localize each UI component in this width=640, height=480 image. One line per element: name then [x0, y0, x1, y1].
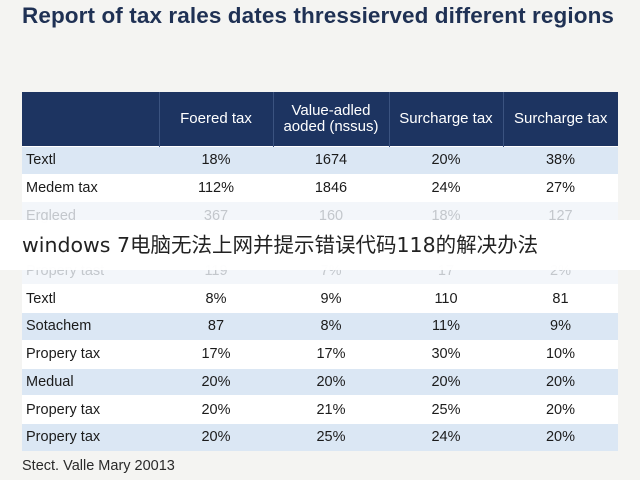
caption-overlay-text: windows 7电脑无法上网并提示错误代码118的解决办法 — [22, 233, 539, 257]
table-cell: 20% — [273, 367, 389, 396]
table-row: Sotachem 87 8% 11% 9% — [22, 312, 618, 341]
source-note: Stect. Valle Mary 20013 — [22, 458, 175, 474]
table-cell: Propery tax — [22, 395, 159, 424]
table-row: Medual 20% 20% 20% 20% — [22, 367, 618, 396]
header-cell-surcharge-tax-1: Surcharge tax — [389, 92, 504, 147]
table-cell: 24% — [389, 422, 503, 451]
table-cell: 20% — [503, 395, 618, 424]
table-cell: 81 — [503, 284, 618, 313]
table-cell: 38% — [503, 146, 618, 175]
table-cell: 27% — [503, 173, 618, 202]
table-cell: 8% — [273, 312, 389, 341]
table-cell: 9% — [273, 284, 389, 313]
table-cell: 25% — [273, 422, 389, 451]
table-cell: Medem tax — [22, 173, 159, 202]
table-header-row: Foered tax Value-adled aoded (nssus) Sur… — [22, 92, 618, 147]
table-cell: 20% — [159, 395, 273, 424]
header-cell-value-added: Value-adled aoded (nssus) — [273, 92, 390, 147]
table-cell: 112% — [159, 173, 273, 202]
table-cell: 24% — [389, 173, 503, 202]
tax-rates-table: Foered tax Value-adled aoded (nssus) Sur… — [22, 92, 618, 451]
table-row: Propery tax 17% 17% 30% 10% — [22, 339, 618, 368]
table-cell: 30% — [389, 339, 503, 368]
table-cell: 18% — [159, 146, 273, 175]
table-row: Propery tax 20% 21% 25% 20% — [22, 395, 618, 424]
header-cell-surcharge-tax-2: Surcharge tax — [503, 92, 618, 147]
table-cell: 11% — [389, 312, 503, 341]
table-cell: 20% — [159, 422, 273, 451]
table-cell: 17% — [273, 339, 389, 368]
table-cell: Propery tax — [22, 339, 159, 368]
table-cell: Propery tax — [22, 422, 159, 451]
table-cell: 25% — [389, 395, 503, 424]
table-cell: 17% — [159, 339, 273, 368]
table-cell: 20% — [389, 146, 503, 175]
table-cell: 1846 — [273, 173, 389, 202]
table-cell: 110 — [389, 284, 503, 313]
table-row: Textl 18% 1674 20% 38% — [22, 146, 618, 175]
table-cell: 8% — [159, 284, 273, 313]
table-cell: Sotachem — [22, 312, 159, 341]
table-row: Medem tax 112% 1846 24% 27% — [22, 173, 618, 202]
table-row: Propery tax 20% 25% 24% 20% — [22, 422, 618, 451]
table-cell: 87 — [159, 312, 273, 341]
table-cell: Textl — [22, 284, 159, 313]
table-cell: Medual — [22, 367, 159, 396]
header-cell-foered-tax: Foered tax — [159, 92, 274, 147]
table-cell: 20% — [389, 367, 503, 396]
table-cell: 1674 — [273, 146, 389, 175]
table-cell: 21% — [273, 395, 389, 424]
table-cell: 10% — [503, 339, 618, 368]
page-title: Report of tax rales dates thressierved d… — [22, 3, 615, 28]
table-cell: 20% — [503, 422, 618, 451]
table-cell: Textl — [22, 146, 159, 175]
caption-overlay-band — [0, 220, 640, 270]
header-cell-category — [22, 92, 160, 147]
table-row: Textl 8% 9% 110 81 — [22, 284, 618, 313]
table-cell: 9% — [503, 312, 618, 341]
table-cell: 20% — [159, 367, 273, 396]
table-cell: 20% — [503, 367, 618, 396]
